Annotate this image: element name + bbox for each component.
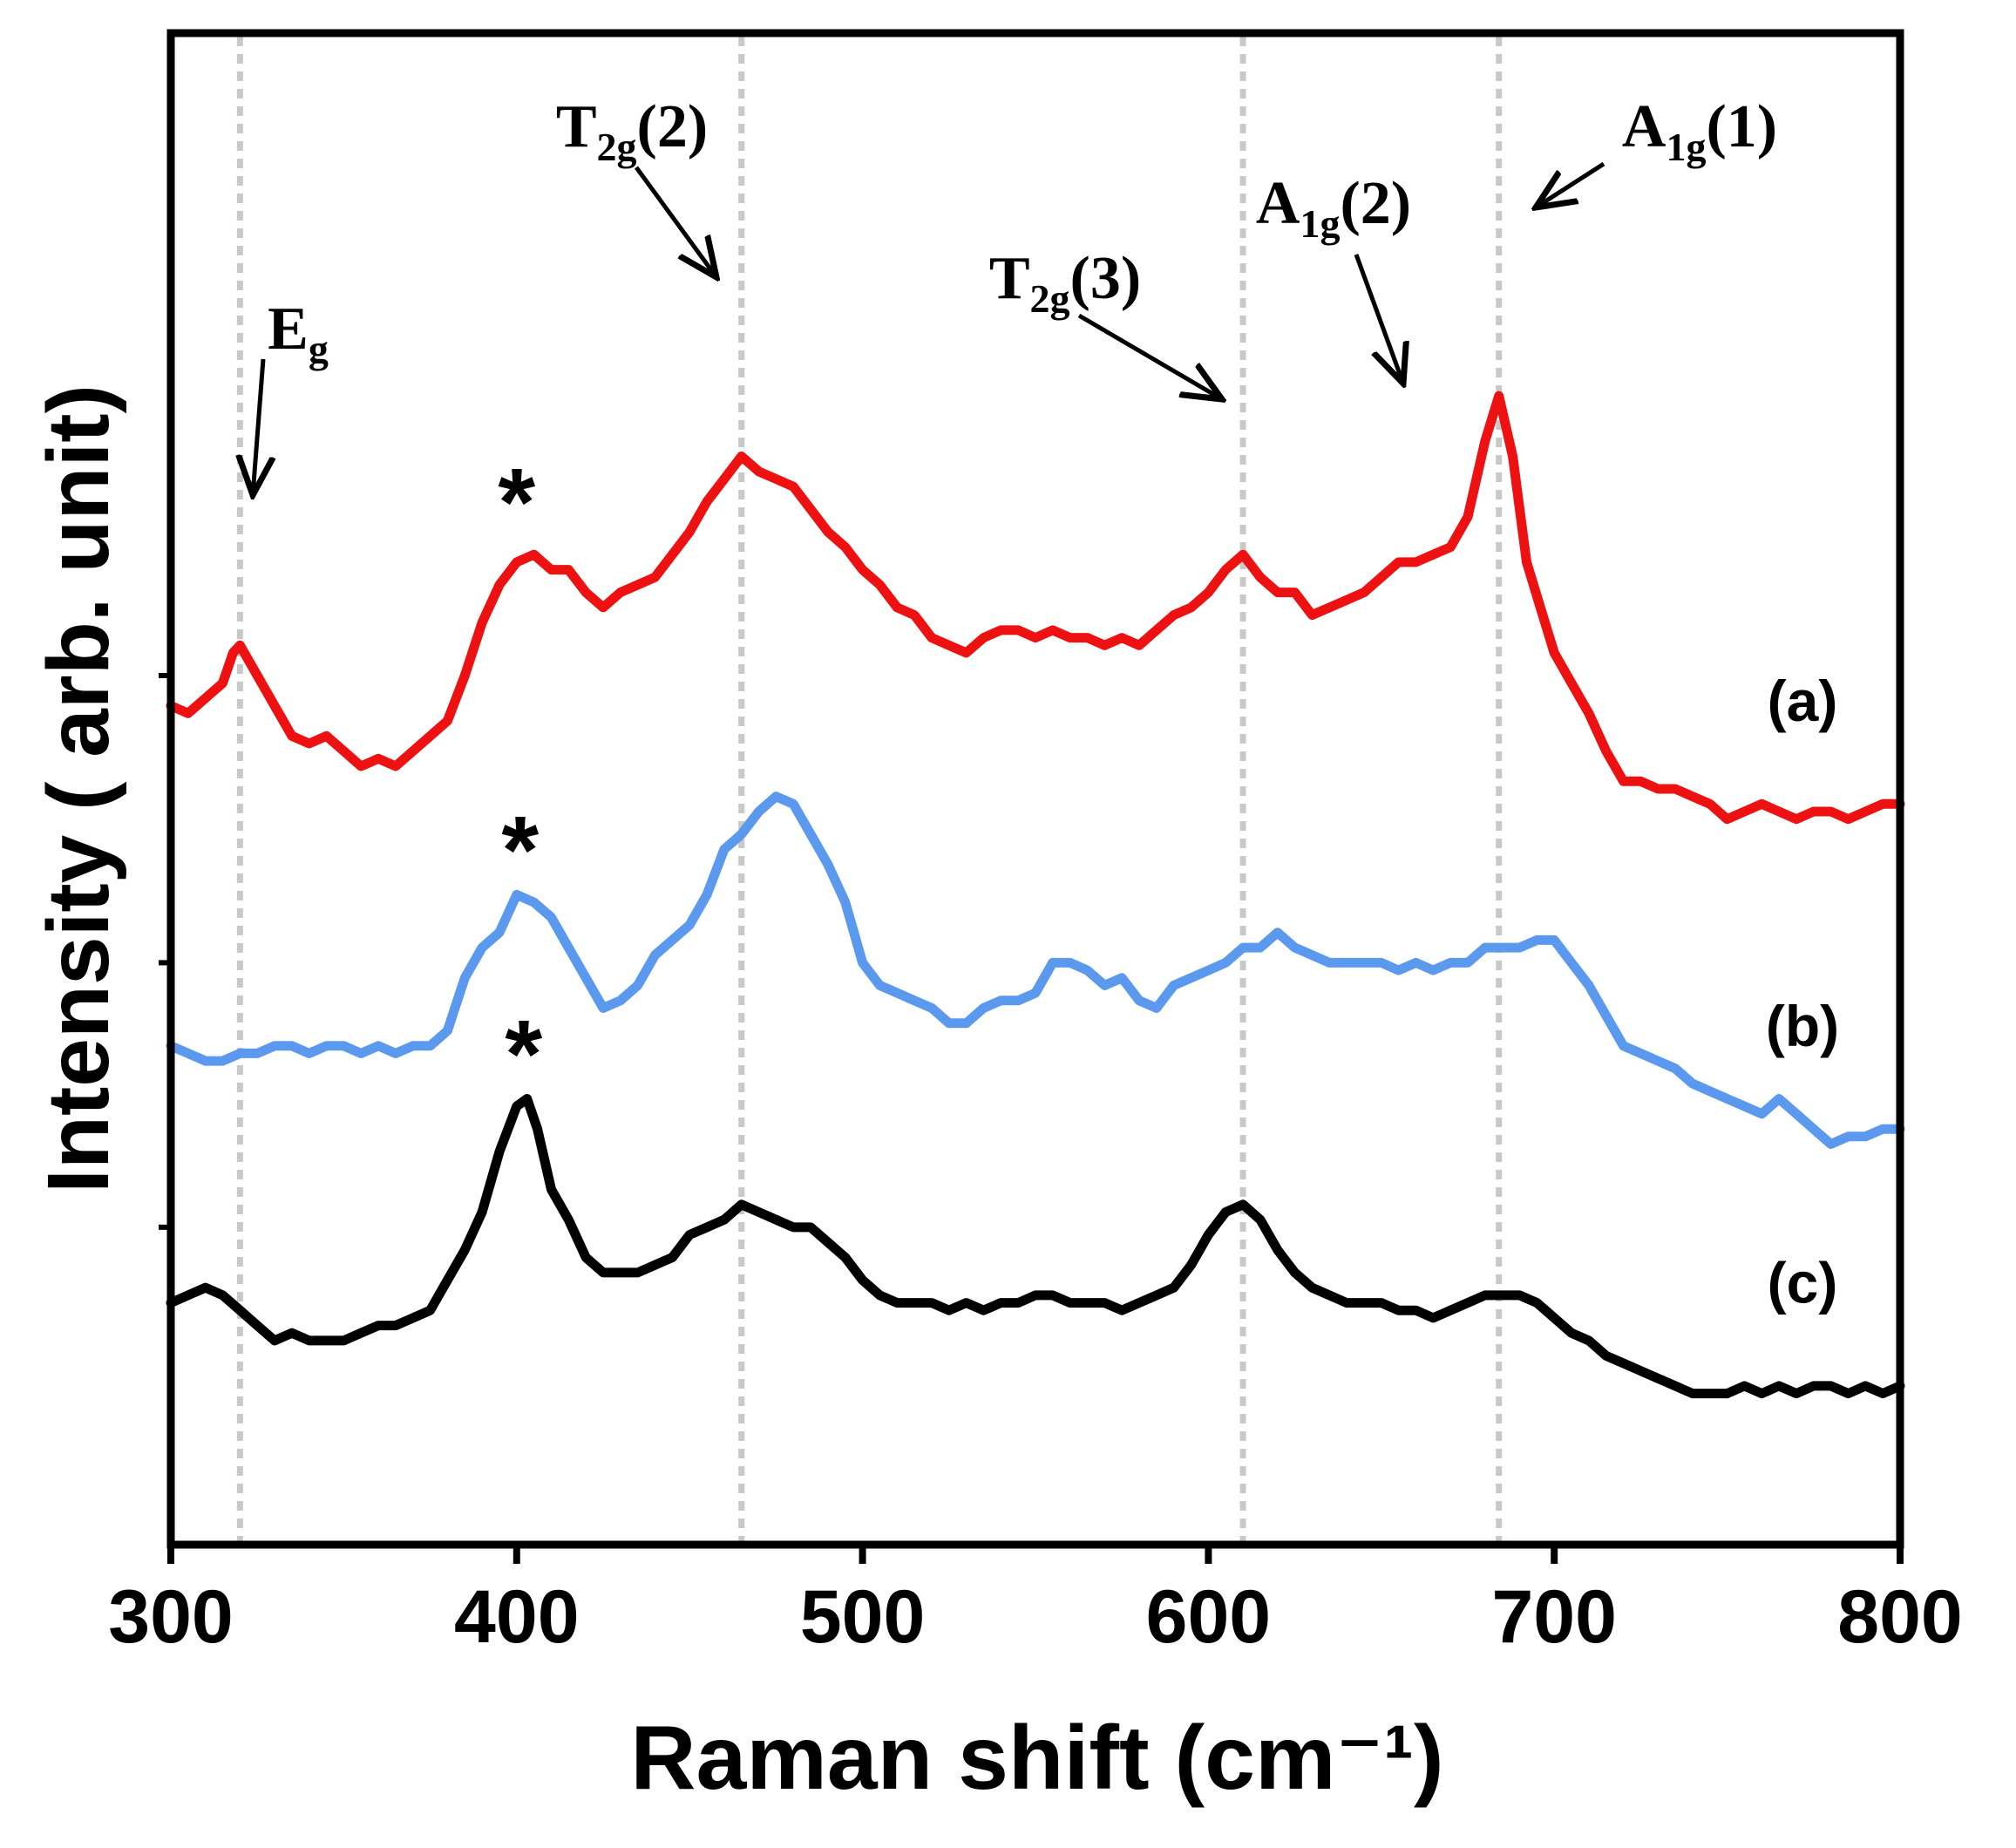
- annotation-arrow: [253, 358, 263, 495]
- annotation-arrow: [634, 166, 716, 277]
- peak-label: Eg: [268, 296, 329, 371]
- x-tick-label: 500: [800, 1575, 926, 1659]
- series-line-2: [166, 792, 1905, 1149]
- asterisk-marker: *: [501, 797, 539, 904]
- series-line-1: [166, 391, 1905, 825]
- peak-label: T2g(3): [989, 245, 1141, 321]
- y-axis-label: Intensity ( arb. unit): [30, 384, 127, 1193]
- plot-frame: [166, 29, 1904, 1549]
- series-label: (c): [1768, 1251, 1838, 1315]
- peak-label: T2g(2): [556, 93, 708, 169]
- annotation-arrow: [1077, 313, 1222, 399]
- x-axis-label: Raman shift (cm⁻¹): [630, 1708, 1443, 1809]
- asterisk-marker: *: [498, 449, 535, 556]
- x-tick-label: 600: [1146, 1575, 1272, 1659]
- peak-label: A1g(1): [1622, 93, 1777, 169]
- asterisk-marker: *: [505, 1001, 542, 1108]
- annotation-arrow: [1536, 161, 1605, 207]
- x-tick-label: 300: [108, 1575, 234, 1659]
- annotation-layer: Eg T2g(2) T2g(3) A1g(2) A1g(1) * * *: [253, 93, 1777, 1108]
- series-label: (b): [1766, 994, 1839, 1058]
- x-tick-label: 400: [454, 1575, 580, 1659]
- peak-label: A1g(2): [1256, 170, 1411, 246]
- series-layer: (a) (b) (c): [166, 391, 1905, 1399]
- x-tick-label: 800: [1837, 1575, 1963, 1659]
- reference-lines: [236, 37, 1503, 1541]
- annotation-arrow: [1354, 254, 1403, 384]
- series-label: (a): [1768, 669, 1838, 733]
- x-tick-label: 700: [1491, 1575, 1617, 1659]
- axis-ticks: 300 400 500 600 700 800: [108, 672, 1963, 1659]
- series-line-3: [166, 1094, 1905, 1399]
